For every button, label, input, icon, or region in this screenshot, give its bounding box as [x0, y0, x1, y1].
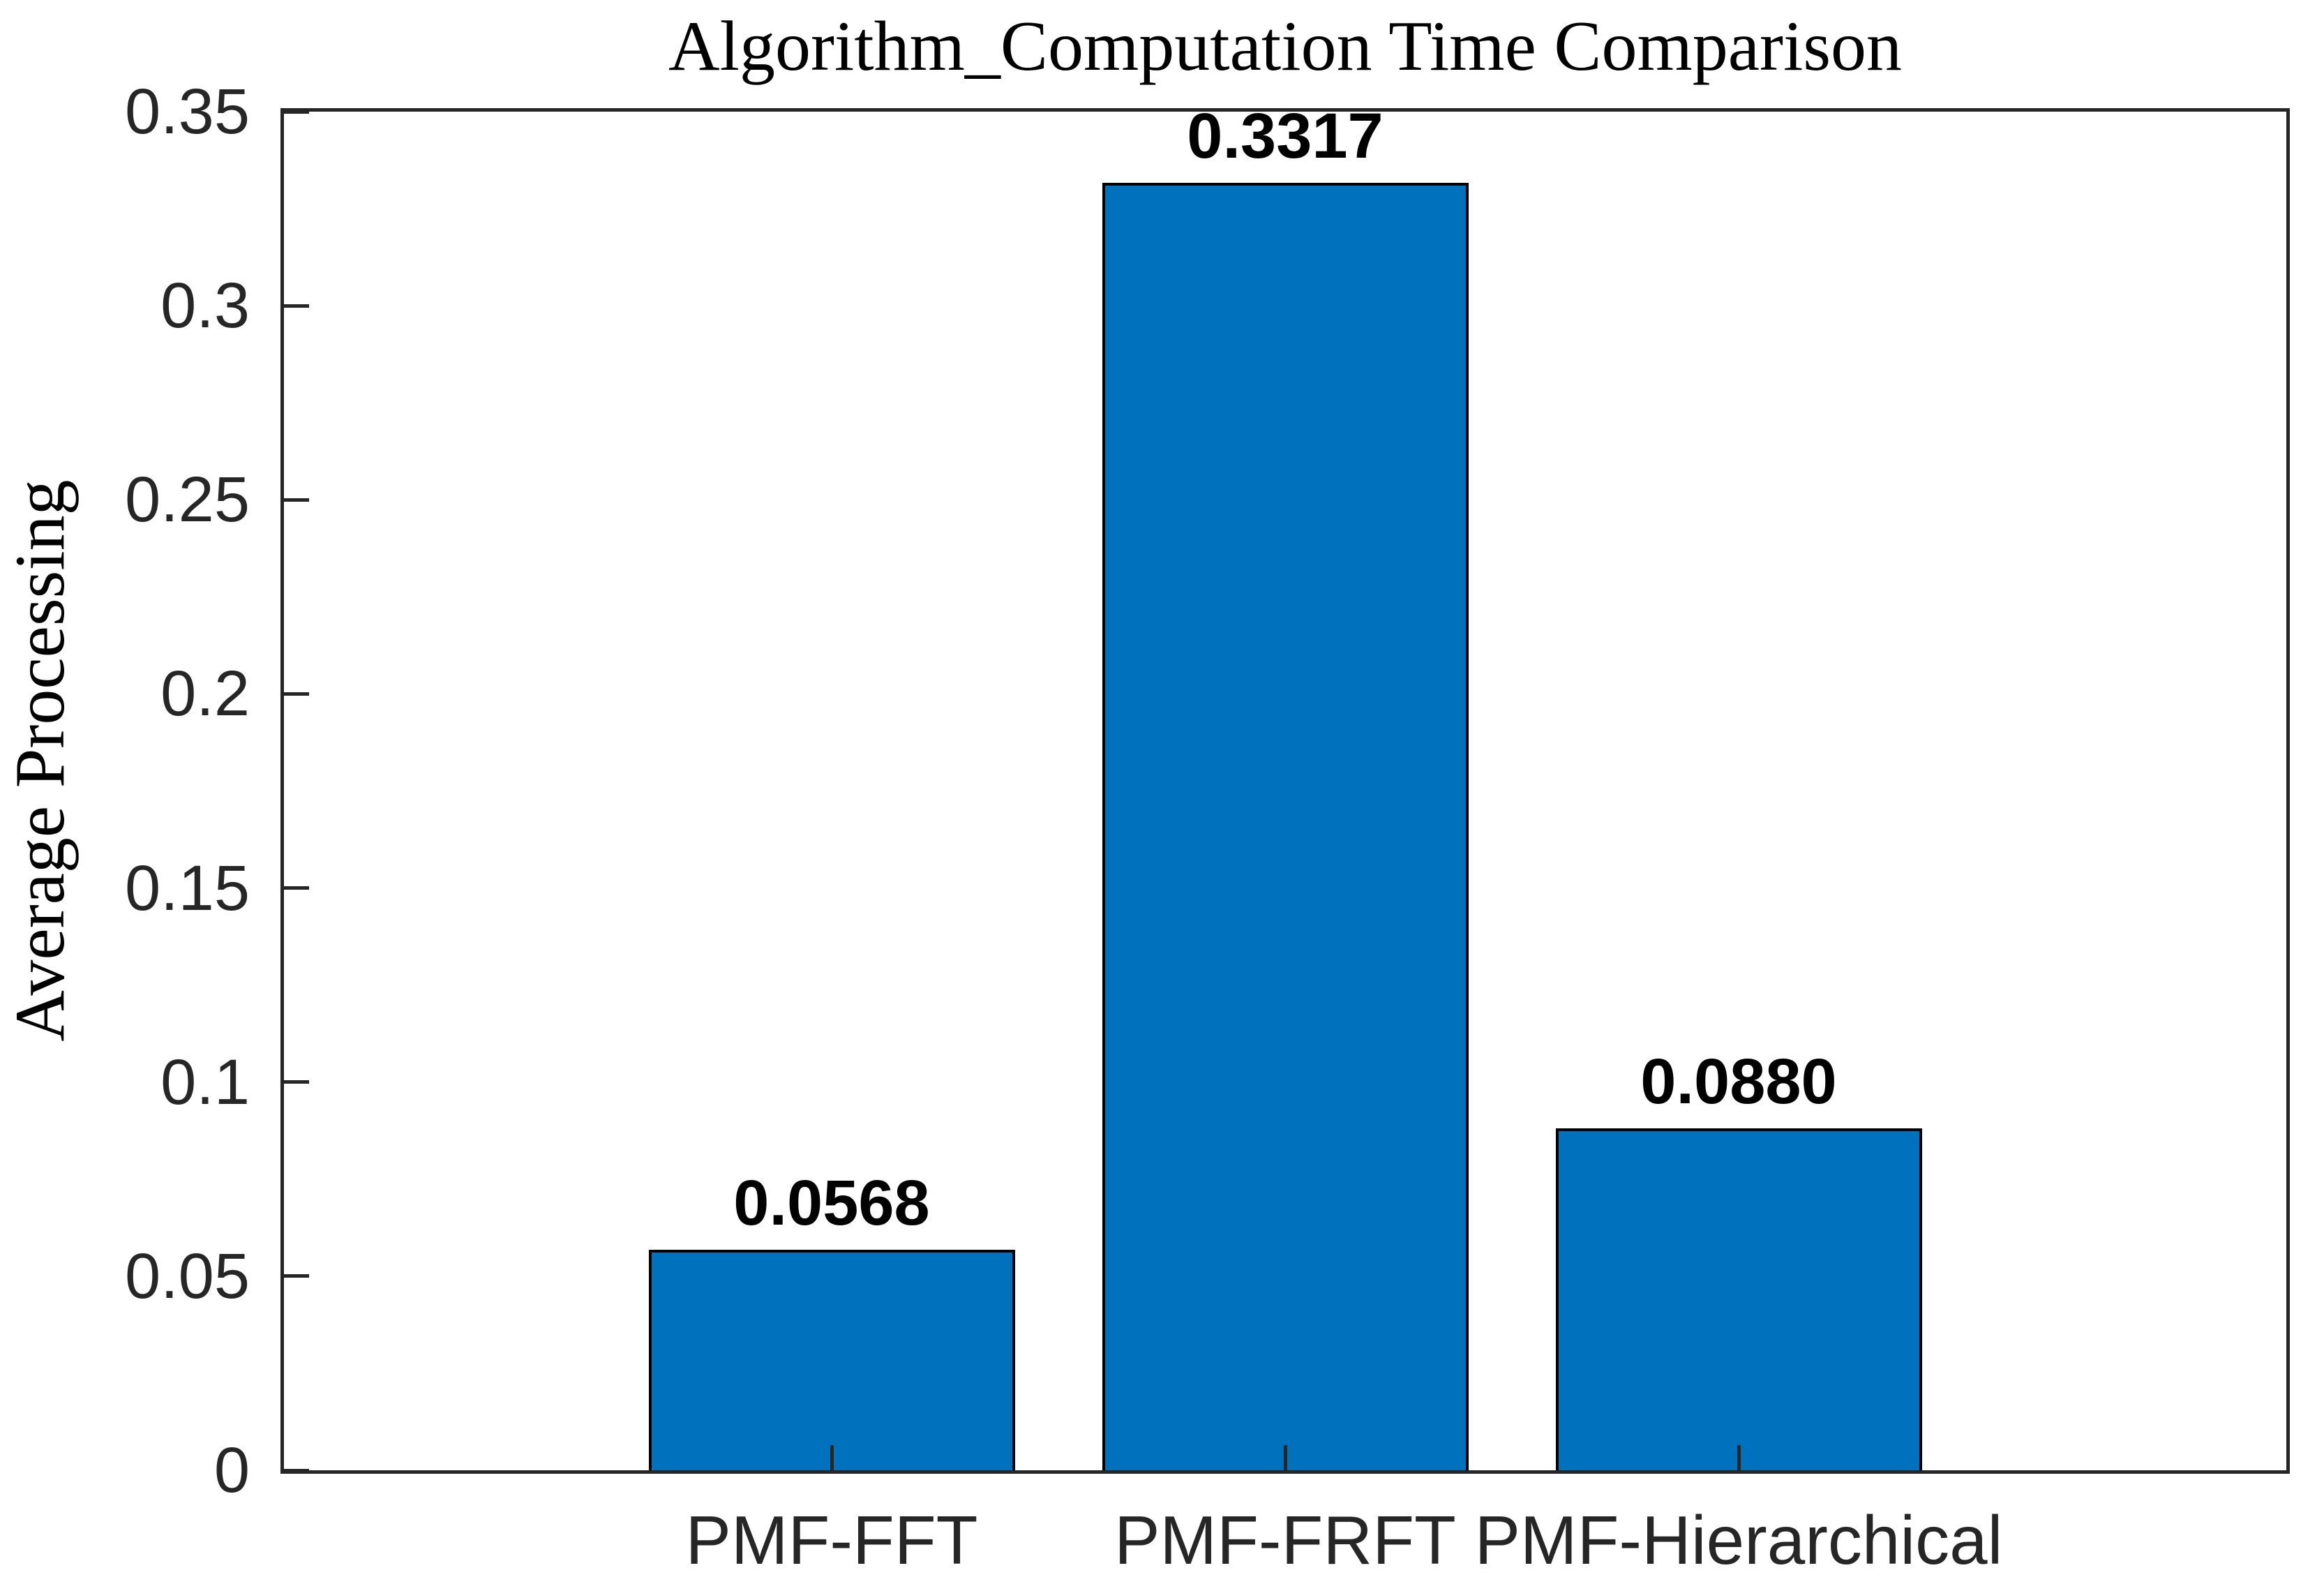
x-tick-mark: [1737, 1445, 1741, 1470]
x-tick-label: PMF-FFT: [685, 1502, 978, 1578]
x-tick-mark: [1283, 1445, 1287, 1470]
plot-area: [280, 108, 2290, 1474]
y-tick-mark: [284, 498, 309, 502]
x-tick-mark: [830, 1445, 834, 1470]
y-tick-mark: [284, 1274, 309, 1278]
x-tick-label: PMF-FRFT: [1114, 1502, 1456, 1578]
bar: [648, 1250, 1015, 1470]
y-tick-mark: [284, 110, 309, 114]
bar: [1102, 183, 1469, 1470]
y-tick-mark: [284, 304, 309, 308]
y-tick-mark: [284, 1080, 309, 1084]
y-axis-label: Average Processing: [1, 479, 80, 1042]
y-tick-mark: [284, 1468, 309, 1472]
bar: [1555, 1128, 1922, 1470]
chart-title: Algorithm_Computation Time Comparison: [668, 7, 1903, 86]
y-tick-mark: [284, 886, 309, 890]
y-tick-mark: [284, 692, 309, 696]
x-tick-label: PMF-Hierarchical: [1474, 1502, 2003, 1578]
